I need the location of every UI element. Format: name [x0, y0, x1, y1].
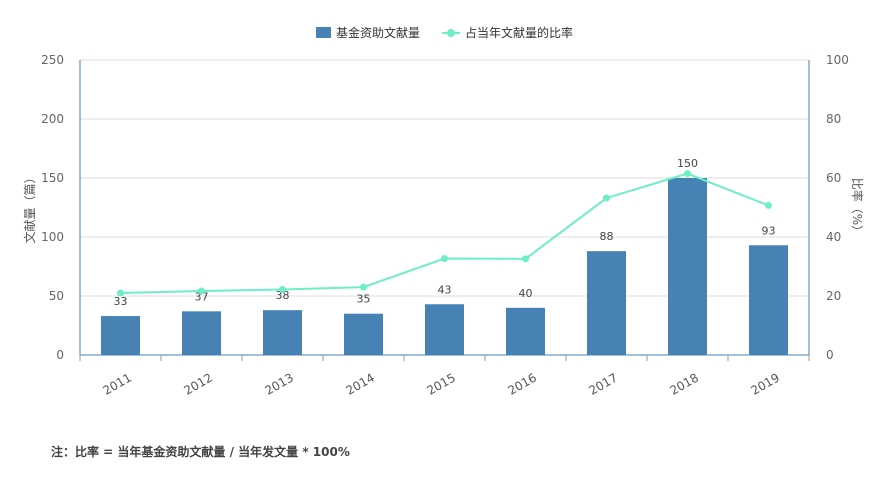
bar — [506, 307, 545, 355]
ratio-point — [279, 286, 286, 294]
ratio-point — [441, 255, 448, 263]
bar — [182, 311, 221, 355]
legend: 基金资助文献量 占当年文献量的比率 — [316, 25, 573, 40]
x-tick-label: 2011 — [101, 370, 134, 397]
ratio-point — [117, 289, 124, 297]
bar-data-label: 150 — [677, 157, 698, 170]
bar-data-label: 93 — [762, 224, 776, 237]
x-tick-label: 2014 — [344, 370, 377, 397]
x-tick-label: 2015 — [425, 370, 458, 397]
line-series — [117, 170, 772, 297]
y-tick-label: 100 — [41, 230, 64, 244]
x-tick-label: 2016 — [506, 370, 539, 397]
ratio-point — [522, 255, 529, 263]
bar-data-label: 33 — [114, 295, 128, 308]
x-tick-label: 2018 — [668, 370, 701, 397]
y2-axis-title: 比率（%） — [850, 178, 865, 237]
legend-bar-label: 基金资助文献量 — [336, 25, 420, 40]
y-tick-label: 50 — [49, 289, 64, 303]
ratio-point — [684, 170, 691, 178]
bar-data-label: 43 — [438, 283, 452, 296]
legend-line-marker — [447, 29, 455, 37]
x-tick-label: 2017 — [587, 370, 620, 397]
ratio-point — [765, 201, 772, 209]
y2-tick-label: 0 — [826, 348, 834, 362]
bar — [587, 251, 626, 355]
y2-tick-label: 100 — [826, 53, 849, 67]
y2-tick-label: 80 — [826, 112, 841, 126]
x-tick-label: 2019 — [749, 370, 782, 397]
bar — [668, 178, 707, 355]
footnote: 注：比率 = 当年基金资助文献量 / 当年发文量 * 100% — [51, 445, 350, 459]
bar-data-label: 88 — [600, 230, 614, 243]
legend-line-label: 占当年文献量的比率 — [465, 25, 573, 40]
bar-series: 33 37 38 35 43 40 88 150 93 — [101, 157, 788, 355]
combo-chart: 33 37 38 35 43 40 88 150 93 0 50 100 150 200 250 0 20 40… — [22, 25, 865, 398]
bar-data-label: 38 — [276, 289, 290, 302]
y2-tick-label: 60 — [826, 171, 841, 185]
y2-tick-label: 20 — [826, 289, 841, 303]
x-tick-label: 2013 — [263, 370, 296, 397]
y-axis-title: 文献量（篇） — [22, 171, 37, 243]
bar — [749, 245, 788, 355]
legend-bar-swatch — [316, 27, 331, 38]
ratio-point — [360, 283, 367, 291]
bar — [425, 304, 464, 355]
ratio-point — [198, 287, 205, 295]
ratio-point — [603, 194, 610, 202]
bar — [344, 313, 383, 355]
bar — [263, 310, 302, 355]
y-tick-label: 250 — [41, 53, 64, 67]
y-tick-label: 200 — [41, 112, 64, 126]
y-tick-label: 150 — [41, 171, 64, 185]
bar-data-label: 37 — [195, 290, 209, 303]
bar-data-label: 35 — [357, 293, 371, 306]
y-tick-label: 0 — [56, 348, 64, 362]
y2-tick-label: 40 — [826, 230, 841, 244]
x-tick-label: 2012 — [182, 370, 215, 397]
bar-data-label: 40 — [519, 287, 533, 300]
bar — [101, 316, 140, 355]
